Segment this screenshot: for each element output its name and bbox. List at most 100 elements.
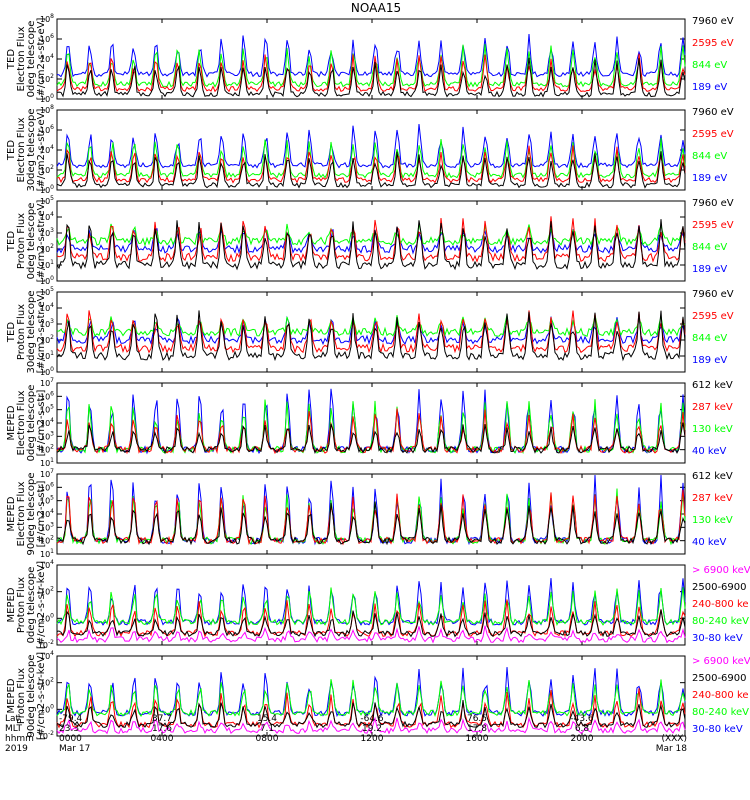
legend-entry: 612 keV <box>692 471 733 482</box>
y-tick-label: 104 <box>40 650 54 661</box>
y-axis-label: MEPED <box>6 678 17 713</box>
series-line <box>56 314 686 338</box>
legend-entry: 189 eV <box>692 264 727 275</box>
x-row-label: hhmm <box>5 734 34 744</box>
y-axis-label: Proton Flux <box>16 213 27 269</box>
x-row-label: Lat <box>5 714 20 724</box>
y-axis-label: MEPED <box>6 587 17 622</box>
x-tick-label: 1200 <box>361 734 384 744</box>
y-axis-label: MEPED <box>6 496 17 531</box>
x-tick-label: 37.7 <box>152 714 172 724</box>
y-axis-label: TED <box>6 231 17 252</box>
y-tick-label: 105 <box>40 286 54 297</box>
y-axis-label: [#/cm2-s-str] <box>36 480 47 547</box>
legend-entry: 2595 eV <box>692 311 734 322</box>
series-line <box>56 216 686 263</box>
series-line <box>56 43 686 88</box>
series-line <box>56 700 686 729</box>
y-axis-label: [#/cm2-s-str-eV] <box>36 200 47 283</box>
series-line <box>56 151 686 189</box>
x-tick-label: 76.5 <box>467 714 487 724</box>
legend-entry: 844 eV <box>692 60 727 71</box>
y-axis-label: [#/cm2-s-str-keV] <box>36 652 47 740</box>
y-tick-label: 104 <box>40 508 54 519</box>
panels: TED Electron Flux 0deg telescope [#/cm2-s-s… <box>6 13 750 741</box>
legend-entry: 189 eV <box>692 82 727 93</box>
y-axis-label: Proton Flux <box>16 668 27 724</box>
y-axis-label: 0deg telescope <box>26 385 37 462</box>
y-tick-label: 105 <box>40 195 54 206</box>
series-line <box>56 219 686 271</box>
legend-entry: 2595 eV <box>692 220 734 231</box>
y-tick-label: 102 <box>40 334 54 345</box>
y-tick-label: 101 <box>40 457 54 468</box>
series-line <box>56 679 686 718</box>
legend-entry: 189 eV <box>692 173 727 184</box>
series-line <box>56 310 686 362</box>
y-tick-label: 10-2 <box>38 730 54 741</box>
x-tick-label: 19.2 <box>362 724 382 734</box>
y-tick-label: 100 <box>40 612 54 623</box>
y-axis-label: [#/cm2-s-str-eV] <box>36 18 47 101</box>
y-axis-label: [#/cm2-s-str-keV] <box>36 561 47 649</box>
x-tick-label: -79.4 <box>59 714 83 724</box>
legend-entry: 287 keV <box>692 402 733 413</box>
y-axis-label: TED <box>6 322 17 343</box>
x-tick-label: 17.6 <box>152 724 172 734</box>
series-line <box>56 310 686 354</box>
x-tick-label: 7.1 <box>260 724 274 734</box>
y-tick-label: 104 <box>40 211 54 222</box>
x-tick-label: 0400 <box>151 734 174 744</box>
y-tick-label: 102 <box>40 535 54 546</box>
series-line <box>56 223 686 247</box>
y-axis-label: 0deg telescope <box>26 203 37 280</box>
series-line <box>56 716 686 735</box>
x-tick-label: 6.8 <box>575 724 590 734</box>
panel-frame <box>56 655 686 737</box>
y-tick-label: 101 <box>40 548 54 559</box>
y-tick-label: 104 <box>40 417 54 428</box>
y-tick-label: 104 <box>40 302 54 313</box>
legend-entry: 40 keV <box>692 446 726 457</box>
y-tick-label: 105 <box>40 404 54 415</box>
y-tick-label: 100 <box>40 184 54 195</box>
series-line <box>56 33 686 78</box>
y-tick-label: 103 <box>40 318 54 329</box>
y-tick-label: 108 <box>40 13 54 24</box>
legend-entry: 130 keV <box>692 424 733 435</box>
panel-5: MEPED Electron Flux 0deg telescope [#/cm2-s… <box>6 377 733 468</box>
panel-3: TED Proton Flux 0deg telescope [#/cm2-s-str… <box>6 195 734 286</box>
y-axis-label: 30deg telescope <box>26 108 37 191</box>
panel-2: TED Electron Flux 30deg telescope [#/cm2-s-… <box>6 104 734 195</box>
y-tick-label: 103 <box>40 430 54 441</box>
legend-entry: 30-80 keV <box>692 724 743 735</box>
panel-4: TED Proton Flux 30deg telescope [#/cm2-s-st… <box>6 286 734 377</box>
legend-entry: 844 eV <box>692 333 727 344</box>
y-tick-label: 108 <box>40 104 54 115</box>
x-tick-label: (XXX) <box>661 734 687 744</box>
y-tick-label: 104 <box>40 144 54 155</box>
x-tick-label: 2000 <box>571 734 594 744</box>
y-tick-label: 102 <box>40 444 54 455</box>
legend-entry: 7960 eV <box>692 107 734 118</box>
y-tick-label: 103 <box>40 227 54 238</box>
y-axis-label: Electron Flux <box>16 390 27 455</box>
x-tick-label: -43.6 <box>570 714 594 724</box>
legend-entry: 7960 eV <box>692 289 734 300</box>
y-tick-label: 101 <box>40 350 54 361</box>
y-tick-label: 106 <box>40 124 54 135</box>
y-tick-label: 101 <box>40 259 54 270</box>
y-axis-label: Electron Flux <box>16 117 27 182</box>
series-line <box>56 587 686 627</box>
y-tick-label: 106 <box>40 390 54 401</box>
legend-entry: 7960 eV <box>692 16 734 27</box>
legend-entry: 2500-6900 <box>692 582 747 593</box>
x-tick-label: Mar 18 <box>656 744 688 754</box>
series-line <box>56 57 686 98</box>
y-tick-label: 106 <box>40 481 54 492</box>
series-line <box>56 609 686 638</box>
legend-entry: 130 keV <box>692 515 733 526</box>
y-axis-label: [#/cm2-s-str-eV] <box>36 109 47 192</box>
